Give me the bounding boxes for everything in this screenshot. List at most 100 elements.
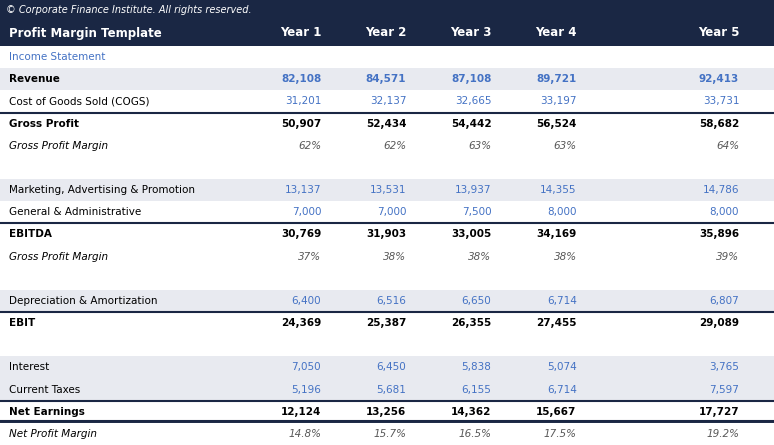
Text: 17,727: 17,727	[699, 407, 739, 417]
Text: 25,387: 25,387	[366, 318, 406, 328]
Text: 35,896: 35,896	[699, 230, 739, 239]
Bar	[0, 135, 774, 157]
Text: 58,682: 58,682	[699, 118, 739, 129]
Bar	[0, 356, 774, 379]
Text: Net Profit Margin: Net Profit Margin	[9, 429, 98, 439]
Text: 37%: 37%	[298, 251, 321, 262]
Text: 7,000: 7,000	[292, 207, 321, 217]
Text: 14.8%: 14.8%	[288, 429, 321, 439]
Bar	[0, 379, 774, 400]
Text: 62%: 62%	[383, 141, 406, 151]
Text: 38%: 38%	[553, 251, 577, 262]
Text: Gross Profit Margin: Gross Profit Margin	[9, 251, 108, 262]
Text: 13,531: 13,531	[370, 185, 406, 195]
Text: 14,362: 14,362	[451, 407, 491, 417]
Text: Year 1: Year 1	[280, 27, 321, 40]
Text: 16.5%: 16.5%	[458, 429, 491, 439]
Bar	[0, 46, 774, 68]
Text: 15.7%: 15.7%	[373, 429, 406, 439]
Text: 13,137: 13,137	[285, 185, 321, 195]
Bar	[0, 223, 774, 246]
Text: 6,155: 6,155	[461, 384, 491, 395]
Text: 32,665: 32,665	[455, 97, 491, 106]
Text: 32,137: 32,137	[370, 97, 406, 106]
Text: 8,000: 8,000	[710, 207, 739, 217]
Text: 7,050: 7,050	[292, 362, 321, 372]
Bar	[0, 246, 774, 267]
Text: 26,355: 26,355	[451, 318, 491, 328]
Bar	[0, 0, 774, 20]
Bar	[0, 423, 774, 445]
Text: 92,413: 92,413	[699, 74, 739, 84]
Text: 50,907: 50,907	[281, 118, 321, 129]
Text: 38%: 38%	[468, 251, 491, 262]
Text: 19.2%: 19.2%	[706, 429, 739, 439]
Text: 33,731: 33,731	[703, 97, 739, 106]
Bar	[0, 90, 774, 113]
Bar	[0, 312, 774, 334]
Text: 39%: 39%	[716, 251, 739, 262]
Text: 7,000: 7,000	[377, 207, 406, 217]
Text: 87,108: 87,108	[451, 74, 491, 84]
Bar	[0, 201, 774, 223]
Text: 34,169: 34,169	[536, 230, 577, 239]
Text: 5,074: 5,074	[547, 362, 577, 372]
Text: 31,201: 31,201	[285, 97, 321, 106]
Text: Revenue: Revenue	[9, 74, 60, 84]
Text: 56,524: 56,524	[536, 118, 577, 129]
Text: 13,256: 13,256	[366, 407, 406, 417]
Text: 7,597: 7,597	[709, 384, 739, 395]
Bar	[0, 20, 774, 46]
Text: 27,455: 27,455	[536, 318, 577, 328]
Text: Year 4: Year 4	[535, 27, 577, 40]
Text: 64%: 64%	[716, 141, 739, 151]
Bar	[0, 334, 774, 356]
Text: Marketing, Advertising & Promotion: Marketing, Advertising & Promotion	[9, 185, 195, 195]
Text: Year 3: Year 3	[450, 27, 491, 40]
Text: 15,667: 15,667	[536, 407, 577, 417]
Text: 6,650: 6,650	[462, 296, 491, 306]
Text: Income Statement: Income Statement	[9, 52, 106, 62]
Text: 82,108: 82,108	[281, 74, 321, 84]
Text: 5,196: 5,196	[291, 384, 321, 395]
Text: Profit Margin Template: Profit Margin Template	[9, 27, 162, 40]
Text: 31,903: 31,903	[366, 230, 406, 239]
Bar	[0, 179, 774, 201]
Text: 7,500: 7,500	[462, 207, 491, 217]
Text: EBIT: EBIT	[9, 318, 36, 328]
Text: 84,571: 84,571	[366, 74, 406, 84]
Text: 12,124: 12,124	[281, 407, 321, 417]
Text: 8,000: 8,000	[547, 207, 577, 217]
Bar	[0, 68, 774, 90]
Text: 89,721: 89,721	[536, 74, 577, 84]
Text: 17.5%: 17.5%	[543, 429, 577, 439]
Text: 54,442: 54,442	[451, 118, 491, 129]
Text: Gross Profit Margin: Gross Profit Margin	[9, 141, 108, 151]
Text: Year 5: Year 5	[697, 27, 739, 40]
Text: 38%: 38%	[383, 251, 406, 262]
Text: Year 2: Year 2	[365, 27, 406, 40]
Text: 5,681: 5,681	[376, 384, 406, 395]
Text: EBITDA: EBITDA	[9, 230, 52, 239]
Text: 6,807: 6,807	[710, 296, 739, 306]
Text: 33,197: 33,197	[540, 97, 577, 106]
Text: Cost of Goods Sold (COGS): Cost of Goods Sold (COGS)	[9, 97, 150, 106]
Text: 33,005: 33,005	[451, 230, 491, 239]
Text: 6,450: 6,450	[377, 362, 406, 372]
Text: 30,769: 30,769	[281, 230, 321, 239]
Text: Net Earnings: Net Earnings	[9, 407, 85, 417]
Text: Interest: Interest	[9, 362, 50, 372]
Text: 5,838: 5,838	[461, 362, 491, 372]
Text: General & Administrative: General & Administrative	[9, 207, 142, 217]
Text: 3,765: 3,765	[709, 362, 739, 372]
Text: 13,937: 13,937	[455, 185, 491, 195]
Text: 62%: 62%	[298, 141, 321, 151]
Text: 6,714: 6,714	[546, 384, 577, 395]
Text: Depreciation & Amortization: Depreciation & Amortization	[9, 296, 158, 306]
Text: Current Taxes: Current Taxes	[9, 384, 80, 395]
Text: 14,355: 14,355	[540, 185, 577, 195]
Text: 63%: 63%	[468, 141, 491, 151]
Bar	[0, 400, 774, 423]
Bar	[0, 157, 774, 179]
Text: 6,516: 6,516	[376, 296, 406, 306]
